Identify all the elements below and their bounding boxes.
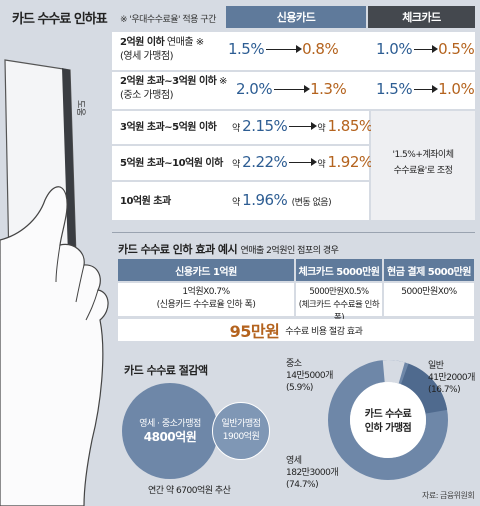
card-text: 도움 [75, 100, 85, 116]
savings-total-row: 95만원 수수료 비용 절감 효과 [118, 319, 474, 341]
example-cell-credit: 1억원X0.7% (신용카드 수수료율 인하 폭) [118, 283, 294, 316]
page-title: 카드 수수료 인하표 [12, 12, 108, 27]
check-rate: 1.5% 1.0% [376, 80, 475, 98]
donut-center-label: 카드 수수료 인하 가맹점 [364, 409, 412, 434]
table-row [112, 111, 369, 144]
row-label: 5억원 초과~10억원 이하 [120, 158, 223, 169]
example-cell-cash: 5000만원X0% [384, 283, 474, 316]
example-header-cash: 현금 결제 5000만원 [384, 259, 474, 281]
credit-rate: 약 2.15% 약 1.85% [232, 117, 373, 135]
credit-rate: 약 1.96% (변동 없음) [232, 191, 332, 209]
savings-annual: 연간 약 6700억원 추산 [148, 486, 231, 496]
table-row [112, 146, 369, 180]
donut-segment-small-mid [328, 360, 448, 480]
header-check: 체크카드 [368, 6, 475, 28]
example-header-credit: 신용카드 1억원 [118, 259, 294, 281]
donut-label-small: 중소 14만5000개 (5.9%) [286, 359, 333, 393]
savings-total: 95만원 [229, 322, 280, 341]
donut-label-yeongse: 영세 182만3000개 (74.7%) [286, 456, 339, 490]
credit-rate: 약 2.22% 약 1.92% [232, 153, 373, 171]
table-row [112, 182, 369, 220]
divider [112, 232, 475, 233]
example-cell-check: 5000만원X0.5% (체크카드 수수료율 인하 폭) [296, 283, 382, 323]
hand-shape [0, 186, 109, 506]
table-row [112, 72, 475, 109]
row-label: 2억원 초과~3억원 이하 ※ (중소 가맹점) [120, 76, 227, 101]
check-note: '1.5%+계좌이체 수수료율'로 조정 [392, 150, 454, 176]
check-merged-cell [371, 111, 475, 220]
table-row [112, 32, 475, 70]
example-header-check: 체크카드 5000만원 [296, 259, 382, 281]
row-label: 10억원 초과 [120, 196, 171, 207]
check-rate: 1.0% 0.5% [376, 40, 475, 58]
savings-title: 카드 수수료 절감액 [124, 364, 208, 377]
credit-rate: 2.0% 1.3% [236, 80, 347, 98]
hand-card-illustration [0, 59, 109, 506]
donut-chart [328, 360, 448, 480]
savings-circle-general: 일반가맹점 1900억원 [212, 402, 270, 460]
savings-circle-small-mid: 영세 · 중소가맹점 4800억원 [122, 383, 218, 479]
source: 자료: 금융위원회 [422, 491, 475, 500]
row-label: 3억원 초과~5억원 이하 [120, 122, 217, 133]
savings-total-label: 수수료 비용 절감 효과 [285, 326, 363, 337]
example-title: 카드 수수료 인하 효과 예시 연매출 2억원인 점포의 경우 [118, 243, 339, 256]
row-label: 2억원 이하 연매출 ※ (영세 가맹점) [120, 37, 204, 62]
donut-label-general: 일반 41만2000개 (16.7%) [428, 361, 475, 395]
credit-rate: 1.5% 0.8% [228, 40, 339, 58]
header-credit: 신용카드 [226, 6, 366, 28]
note: ※ '우대수수료율' 적용 구간 [120, 15, 216, 25]
